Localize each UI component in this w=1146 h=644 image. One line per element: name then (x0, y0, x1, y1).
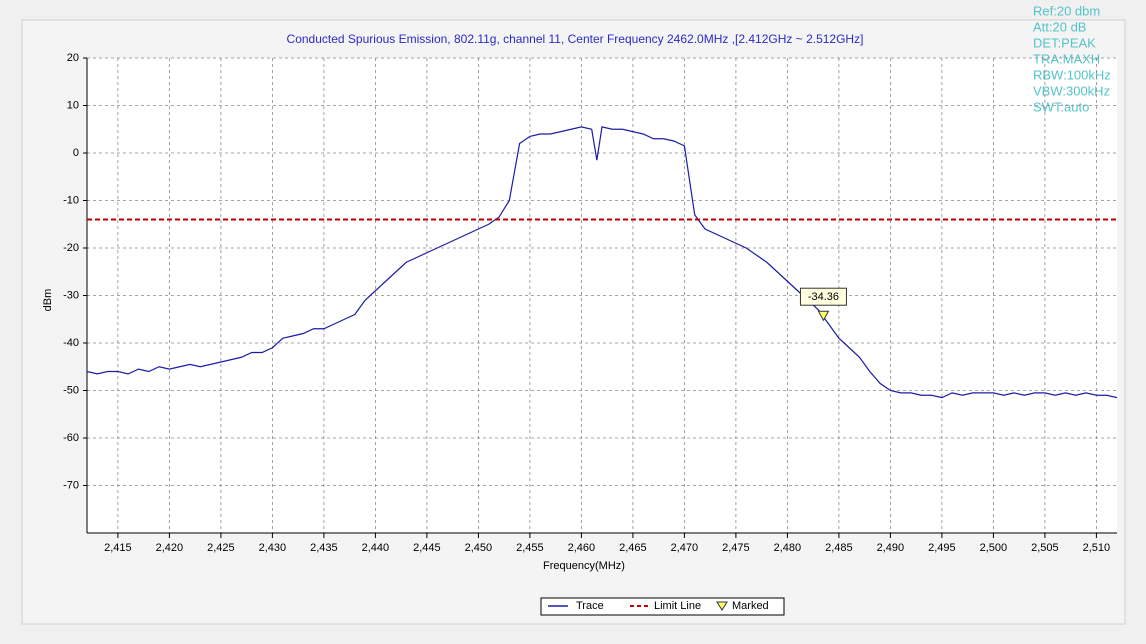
x-tick-label: 2,485 (825, 542, 853, 554)
legend-label: Trace (576, 600, 604, 612)
y-tick-label: -30 (63, 289, 79, 301)
legend-swatch (716, 601, 728, 611)
y-tick-label: -50 (63, 384, 79, 396)
info-text: DET:PEAK (1033, 35, 1096, 50)
y-tick-label: -70 (63, 479, 79, 491)
y-tick-label: -20 (63, 242, 79, 254)
info-text: TRA:MAXH (1033, 51, 1100, 66)
x-tick-label: 2,415 (104, 542, 132, 554)
marker-label: -34.36 (808, 291, 839, 303)
x-tick-label: 2,490 (877, 542, 905, 554)
info-text: RBW:100kHz (1033, 67, 1111, 82)
x-tick-label: 2,440 (362, 542, 390, 554)
legend: Trace Limit Line Marked (540, 597, 785, 616)
y-tick-label: -40 (63, 337, 79, 349)
legend-label: Limit Line (654, 600, 701, 612)
marker (817, 310, 830, 322)
x-tick-label: 2,450 (465, 542, 493, 554)
legend-label: Marked (732, 600, 769, 612)
x-tick-label: 2,455 (516, 542, 544, 554)
x-tick-label: 2,425 (207, 542, 235, 554)
x-tick-label: 2,445 (413, 542, 441, 554)
y-axis-label: dBm (42, 289, 54, 312)
x-tick-label: 2,495 (928, 542, 956, 554)
y-tick-label: -60 (63, 432, 79, 444)
info-text: SWT:auto (1033, 99, 1089, 114)
x-tick-label: 2,435 (310, 542, 338, 554)
y-tick-label: -10 (63, 194, 79, 206)
info-text: Att:20 dB (1033, 19, 1086, 34)
y-tick-label: 20 (67, 52, 79, 64)
x-tick-label: 2,475 (722, 542, 750, 554)
trace-line (86, 126, 1118, 399)
x-axis-label: Frequency(MHz) (543, 560, 625, 572)
info-text: Ref:20 dbm (1033, 3, 1100, 18)
marker-label-box (799, 287, 847, 306)
x-tick-label: 2,500 (980, 542, 1008, 554)
x-tick-label: 2,430 (259, 542, 287, 554)
x-tick-label: 2,460 (568, 542, 596, 554)
info-text: VBW:300kHz (1033, 83, 1110, 98)
x-tick-label: 2,510 (1083, 542, 1111, 554)
y-tick-label: 10 (67, 99, 79, 111)
x-tick-label: 2,470 (671, 542, 699, 554)
x-tick-label: 2,505 (1031, 542, 1059, 554)
x-tick-label: 2,465 (619, 542, 647, 554)
x-tick-label: 2,420 (156, 542, 184, 554)
y-tick-label: 0 (73, 147, 79, 159)
chart-title: Conducted Spurious Emission, 802.11g, ch… (287, 32, 864, 46)
x-tick-label: 2,480 (774, 542, 802, 554)
